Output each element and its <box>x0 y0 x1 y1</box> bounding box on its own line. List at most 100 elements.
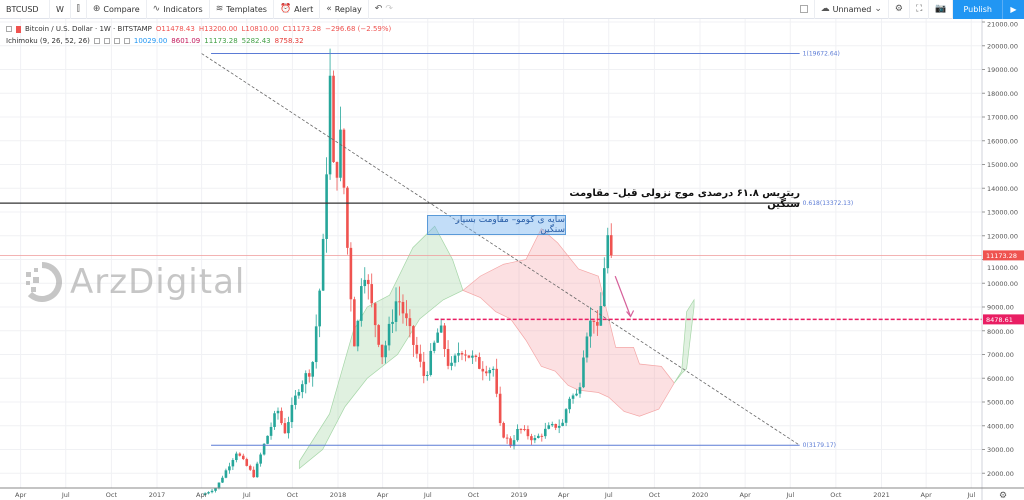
price-tick-label: 20000.00 <box>987 42 1018 50</box>
candle <box>474 354 478 362</box>
candle <box>241 453 245 461</box>
select-layout-checkbox[interactable] <box>794 0 815 19</box>
alert-button[interactable]: ⏰ Alert <box>274 0 321 19</box>
time-tick-label: Jul <box>604 491 613 499</box>
compare-button[interactable]: ⊕ Compare <box>87 0 147 19</box>
interval-button[interactable]: W <box>50 0 71 19</box>
play-button[interactable]: ▶ <box>1002 0 1024 19</box>
time-tick-label: 2018 <box>330 491 347 499</box>
compare-label: Compare <box>103 4 140 14</box>
candle-body <box>297 392 301 396</box>
candle <box>408 309 412 338</box>
fib-annotation[interactable]: ریتریس ۶۱.۸ درصدی موج نزولی قبل– مقاومت … <box>569 188 800 210</box>
candle <box>498 386 502 426</box>
candle-body <box>495 368 498 394</box>
time-tick-label: Apr <box>196 491 208 499</box>
price-tick-label: 14000.00 <box>987 185 1018 193</box>
redo-icon[interactable]: ↷ <box>385 4 393 14</box>
candle <box>571 393 575 404</box>
candle <box>287 416 290 439</box>
candle <box>321 233 325 291</box>
indicators-button[interactable]: ∿ Indicators <box>147 0 210 19</box>
candle <box>394 287 398 332</box>
settings-button[interactable]: ⚙ <box>889 0 910 19</box>
snapshot-button[interactable]: 📷 <box>929 0 954 19</box>
candle <box>550 421 554 427</box>
candle <box>349 242 353 312</box>
candle-body <box>210 490 214 493</box>
candle-body <box>519 428 523 430</box>
candle-body <box>561 422 564 426</box>
visibility-icon[interactable] <box>93 38 100 44</box>
candle <box>457 342 460 363</box>
fullscreen-button[interactable]: ⛶ <box>910 0 930 19</box>
layout-menu[interactable]: ☁ Unnamed ⌄ <box>815 0 889 19</box>
candle <box>373 302 377 338</box>
candle <box>439 318 443 334</box>
price-tick-label: 8000.00 <box>987 328 1014 336</box>
candle <box>481 361 485 381</box>
candle-body <box>391 321 394 324</box>
candle <box>259 452 262 467</box>
remove-icon[interactable] <box>113 38 120 44</box>
candle-body <box>498 393 502 424</box>
candle-body <box>384 345 387 358</box>
candle <box>245 457 249 467</box>
axis-settings-gear-icon[interactable]: ⚙ <box>999 491 1007 500</box>
candle <box>304 370 308 394</box>
rewind-icon: « <box>326 4 332 14</box>
time-tick-label: Apr <box>15 491 27 499</box>
candle-body <box>509 438 512 447</box>
time-tick-label: Oct <box>830 491 842 499</box>
chart-type-button[interactable]: ⫿ <box>71 0 87 19</box>
candle-body <box>540 435 544 437</box>
candle <box>429 343 433 377</box>
candle-body <box>412 326 415 345</box>
candle <box>523 425 526 432</box>
candle-body <box>373 303 377 326</box>
candle <box>533 434 537 444</box>
collapse-icon[interactable] <box>6 26 12 32</box>
candle <box>568 396 571 414</box>
camera-icon: 📷 <box>935 4 947 14</box>
candle-body <box>248 465 252 470</box>
price-tick-label: 12000.00 <box>987 232 1018 240</box>
candle <box>339 106 342 182</box>
undo-icon[interactable]: ↶ <box>374 4 383 14</box>
candle-body <box>439 325 443 333</box>
candle-body <box>422 361 426 376</box>
symbol-search[interactable]: BTCUSD <box>0 0 50 19</box>
candle-body <box>530 436 533 441</box>
ohlc-change: −296.68 (−2.59%) <box>325 25 392 33</box>
candle-body <box>224 470 228 478</box>
candle-body <box>550 423 554 426</box>
templates-button[interactable]: ≋ Templates <box>210 0 274 19</box>
replay-button[interactable]: «Replay <box>320 0 369 19</box>
fib-level-label: 0.618(13372.13) <box>803 200 854 207</box>
candle-body <box>592 320 596 322</box>
time-tick-label: Jul <box>61 491 70 499</box>
more-icon[interactable] <box>123 38 130 44</box>
candle <box>415 336 419 359</box>
candle-body <box>547 425 551 429</box>
candle-body <box>304 373 308 385</box>
series-title[interactable]: Bitcoin / U.S. Dollar · 1W · BITSTAMP <box>25 25 152 33</box>
candle-body <box>554 423 557 428</box>
templates-icon: ≋ <box>215 4 224 14</box>
time-tick-label: Jul <box>423 491 432 499</box>
candle-body <box>342 129 346 188</box>
candle <box>606 227 610 274</box>
candle <box>585 332 589 363</box>
publish-button[interactable]: Publish <box>953 0 1002 19</box>
plus-circle-icon: ⊕ <box>92 4 101 14</box>
indicator-title[interactable]: Ichimoku (9, 26, 52, 26) <box>6 37 90 45</box>
candle-body <box>221 477 224 483</box>
kumo-annotation[interactable]: سایه ی کومو– مقاومت بسیار سنگین <box>427 215 566 235</box>
candle <box>453 353 457 367</box>
candle-body <box>203 493 207 496</box>
trendline <box>201 53 800 446</box>
settings-icon[interactable] <box>103 38 110 44</box>
last-price-badge <box>983 250 1024 261</box>
layout-name: Unnamed <box>832 4 872 14</box>
